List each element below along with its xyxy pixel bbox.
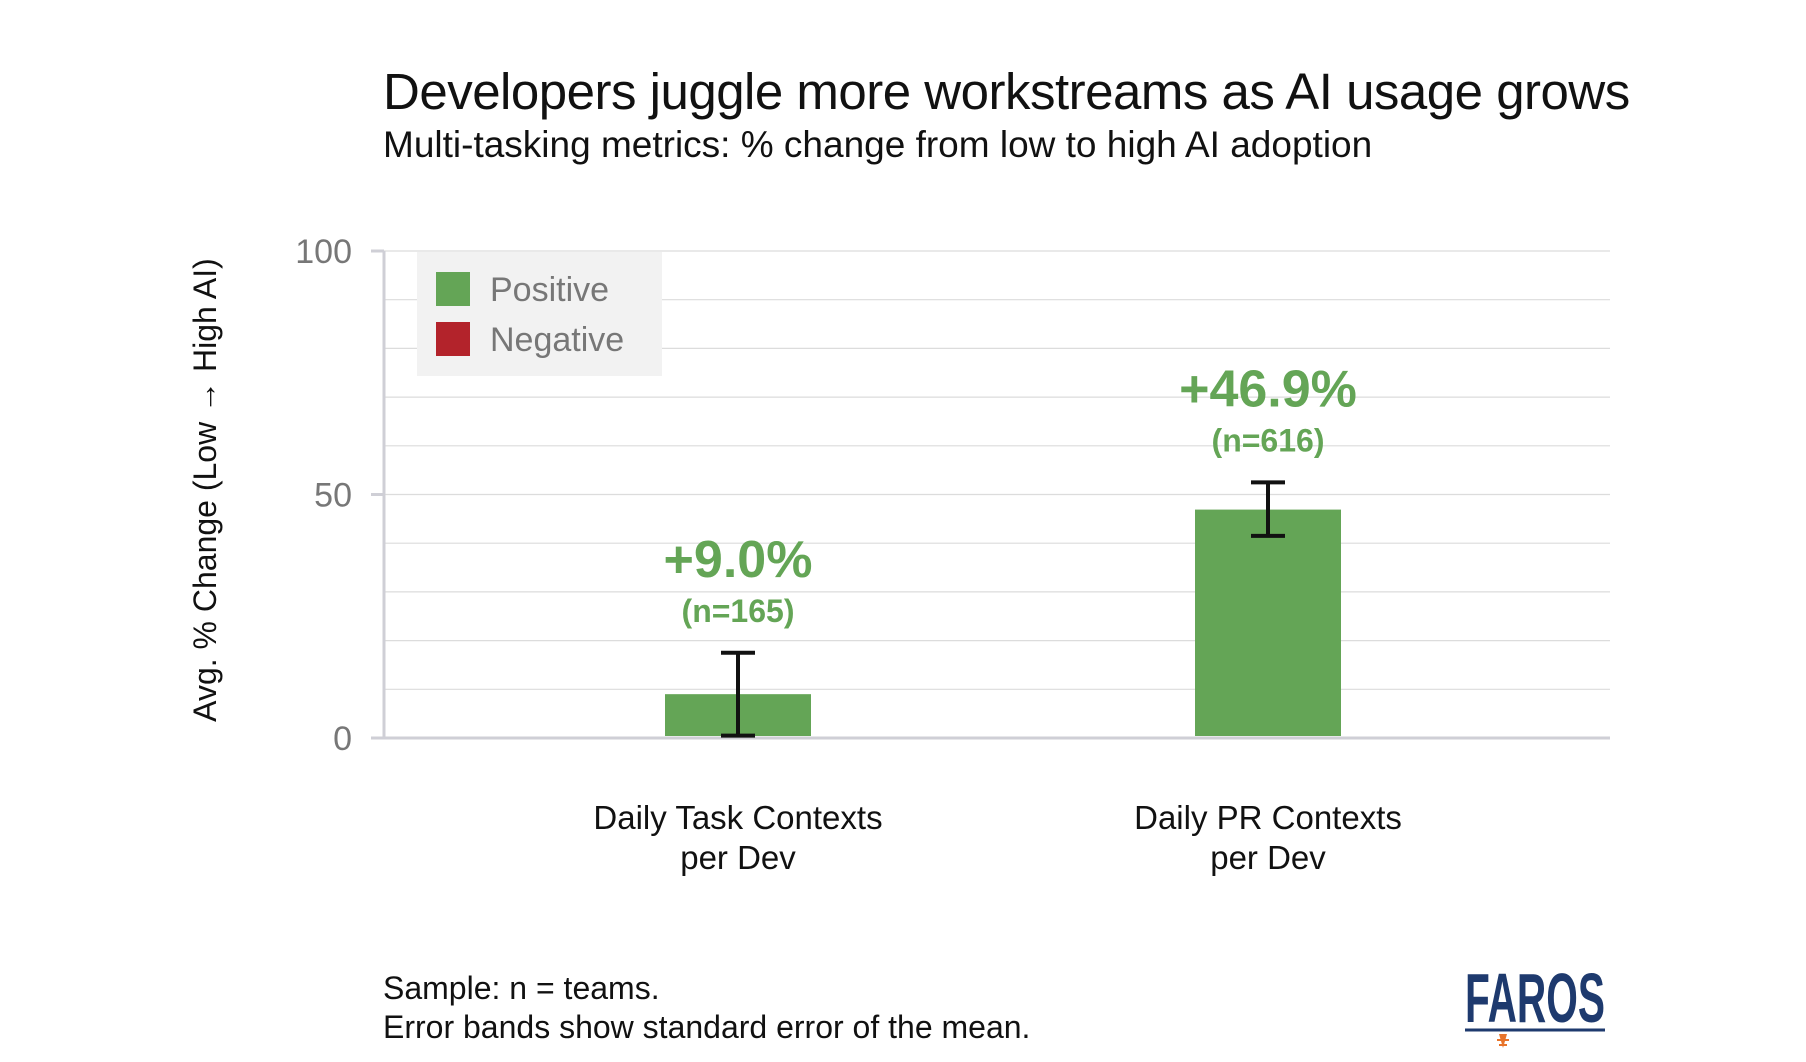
legend-swatch-negative (436, 322, 470, 356)
x-category-label: per Dev (1210, 839, 1326, 876)
x-category-label: Daily Task Contexts (593, 799, 882, 836)
x-category-label: per Dev (680, 839, 796, 876)
footnote-sample: Sample: n = teams. (383, 970, 660, 1006)
bar-n-label: (n=165) (682, 593, 795, 629)
legend-swatch-positive (436, 272, 470, 306)
faros-logo-text: FAROS (1465, 959, 1605, 1037)
legend-label-negative: Negative (490, 321, 624, 359)
y-tick-label: 0 (333, 720, 352, 758)
bar (1195, 509, 1341, 736)
chart-subtitle: Multi-tasking metrics: % change from low… (383, 124, 1373, 165)
chart-title: Developers juggle more workstreams as AI… (383, 63, 1630, 120)
y-axis-title: Avg. % Change (Low → High AI) (187, 258, 223, 722)
y-tick-label: 50 (314, 477, 352, 515)
bar-value-label: +9.0% (664, 531, 813, 589)
footnote-error-bands: Error bands show standard error of the m… (383, 1009, 1031, 1045)
bar-value-label: +46.9% (1179, 360, 1357, 418)
x-category-label: Daily PR Contexts (1134, 799, 1402, 836)
faros-logo: FAROS (1465, 959, 1605, 1048)
bar-n-label: (n=616) (1212, 422, 1325, 458)
y-tick-label: 100 (295, 233, 352, 271)
legend-label-positive: Positive (490, 271, 609, 309)
